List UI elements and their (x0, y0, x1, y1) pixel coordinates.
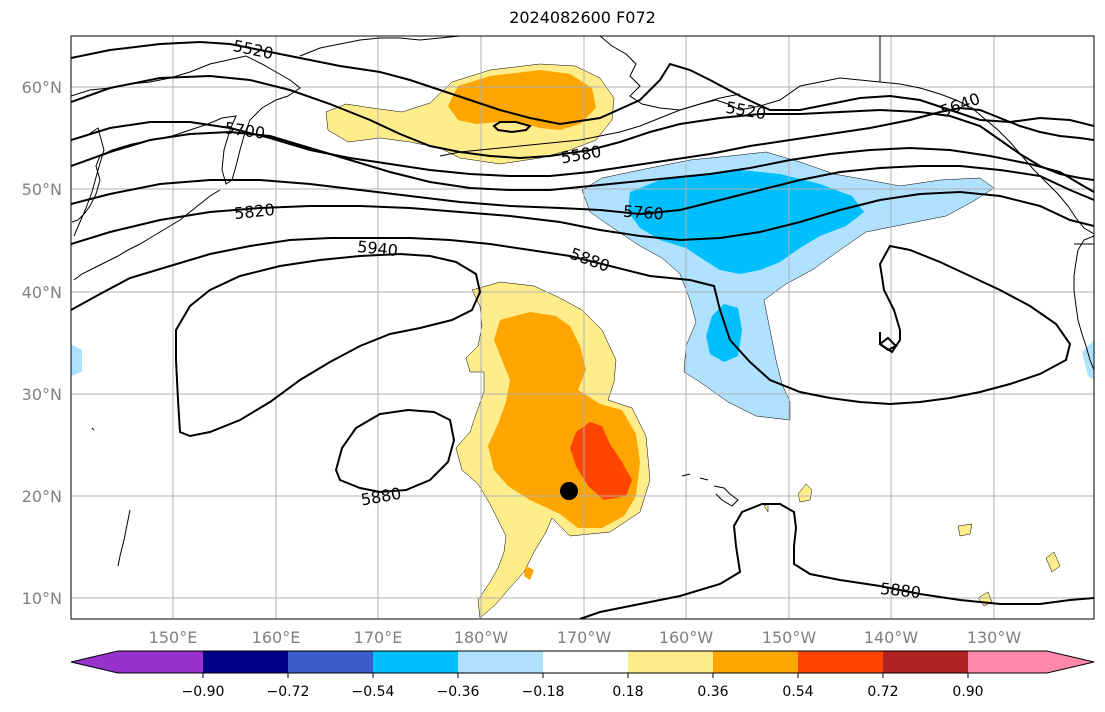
lon-tick-labels: 150°E 160°E 170°E 180°W 170°W 160°W 150°… (149, 628, 1022, 647)
colorbar-segment (373, 651, 458, 673)
storm-marker (560, 482, 578, 500)
coast-alaska-west (599, 36, 1094, 235)
contour-5880-south (579, 503, 1094, 619)
lon-tick-label: 130°W (967, 628, 1022, 647)
colorbar-segment (118, 651, 203, 673)
colorbar-tick-label: 0.54 (782, 684, 813, 700)
contour-5760 (71, 165, 1094, 216)
colorbar-segment (543, 651, 628, 673)
contour-5940 (175, 252, 482, 438)
lon-tick-label: 160°E (252, 628, 301, 647)
contour-label: 5760 (622, 202, 664, 224)
colorbar-tick-label: 0.90 (952, 684, 983, 700)
contour-label: 5700 (223, 118, 266, 142)
lat-tick-label: 20°N (22, 487, 62, 506)
contour-5580 (71, 74, 1094, 181)
map-title: 2024082600 F072 (509, 8, 656, 27)
coast-alaska-peninsula (619, 93, 741, 133)
contour-label: 5520 (231, 36, 275, 63)
coast-bering-north (299, 36, 461, 57)
colorbar-segment (798, 651, 883, 673)
lon-tick-label: 160°W (659, 628, 714, 647)
colorbar-segment (203, 651, 288, 673)
colorbar-tick-label: −0.18 (522, 684, 565, 700)
shade-red-central (570, 422, 632, 500)
colorbar-segment (713, 651, 798, 673)
colorbar-tick-label: 0.18 (612, 684, 643, 700)
colorbar-segment (883, 651, 968, 673)
contour-label: 5880 (359, 484, 402, 510)
colorbar-ticks (202, 673, 969, 678)
contour-5880-box (878, 336, 898, 352)
lat-tick-label: 60°N (22, 78, 62, 97)
colorbar-tick-label: 0.72 (867, 684, 898, 700)
contour-5700 (71, 130, 1094, 193)
contour-5640 (71, 106, 1094, 177)
coast-marianas (117, 509, 131, 567)
map-frame (70, 35, 1095, 620)
lat-tick-label: 50°N (22, 180, 62, 199)
contour-5880-north (71, 237, 1072, 406)
contour-label: 5640 (938, 89, 983, 121)
shade-lightblue-west (71, 344, 82, 376)
contour-label: 5940 (356, 237, 398, 260)
graticule (71, 36, 1094, 619)
colorbar-segment (968, 651, 1047, 673)
contour-label: 5880 (568, 244, 613, 276)
colorbar-tick-label: −0.72 (267, 684, 310, 700)
contour-label: 5880 (879, 579, 921, 602)
colorbar-segment (288, 651, 373, 673)
lat-tick-label: 40°N (22, 283, 62, 302)
shade-blue-gulf-south (706, 304, 742, 362)
lon-tick-label: 150°W (762, 628, 817, 647)
contour-5520 (71, 40, 1094, 127)
coastlines (71, 36, 1094, 567)
colorbar-outline (70, 650, 1095, 674)
shade-orange-small (524, 566, 534, 580)
contour-5820 (71, 190, 1094, 245)
coast-hawaii (681, 473, 739, 507)
colorbar: −0.90 −0.72 −0.54 −0.36 −0.18 0.18 0.36 … (70, 650, 1095, 700)
lon-tick-label: 180°W (454, 628, 509, 647)
contour-labels: 5520 5580 5520 5640 5700 5760 5820 5880 … (223, 36, 982, 602)
shade-orange-north (448, 70, 596, 130)
lon-tick-label: 140°W (864, 628, 919, 647)
colorbar-tick-label: −0.36 (437, 684, 480, 700)
coast-small-island (91, 427, 95, 431)
contour-label: 5520 (724, 98, 767, 124)
shade-yellow-small-5 (763, 503, 769, 513)
colorbar-segment (628, 651, 713, 673)
coast-bc-washington (1073, 235, 1094, 371)
shade-blue-gulf (628, 170, 864, 274)
shade-yellow-small-2 (957, 523, 973, 537)
colorbar-extend-low (71, 651, 118, 673)
height-contours (71, 40, 1094, 619)
lat-tick-label: 30°N (22, 385, 62, 404)
lon-tick-label: 170°W (557, 628, 612, 647)
shade-yellow-small-1 (797, 483, 813, 503)
coast-kuril-chain (73, 189, 221, 281)
contour-5880-south-closed (334, 408, 456, 494)
colorbar-tick-label: 0.36 (697, 684, 728, 700)
contour-label: 5820 (233, 200, 275, 223)
shade-lightblue-east (1082, 340, 1094, 380)
coast-kamchatka (71, 55, 301, 223)
coast-aleutians (439, 131, 621, 157)
lat-tick-labels: 10°N 20°N 30°N 40°N 50°N 60°N (22, 78, 62, 608)
colorbar-segment (458, 651, 543, 673)
lon-tick-label: 150°E (149, 628, 198, 647)
lat-tick-label: 10°N (22, 589, 62, 608)
lon-tick-label: 170°E (354, 628, 403, 647)
colorbar-extend-high (1047, 651, 1094, 673)
colorbar-tick-label: −0.54 (352, 684, 395, 700)
shade-yellow-small-3 (1045, 551, 1061, 573)
contour-5520-closed (492, 121, 532, 134)
colorbar-tick-label: −0.90 (182, 684, 225, 700)
